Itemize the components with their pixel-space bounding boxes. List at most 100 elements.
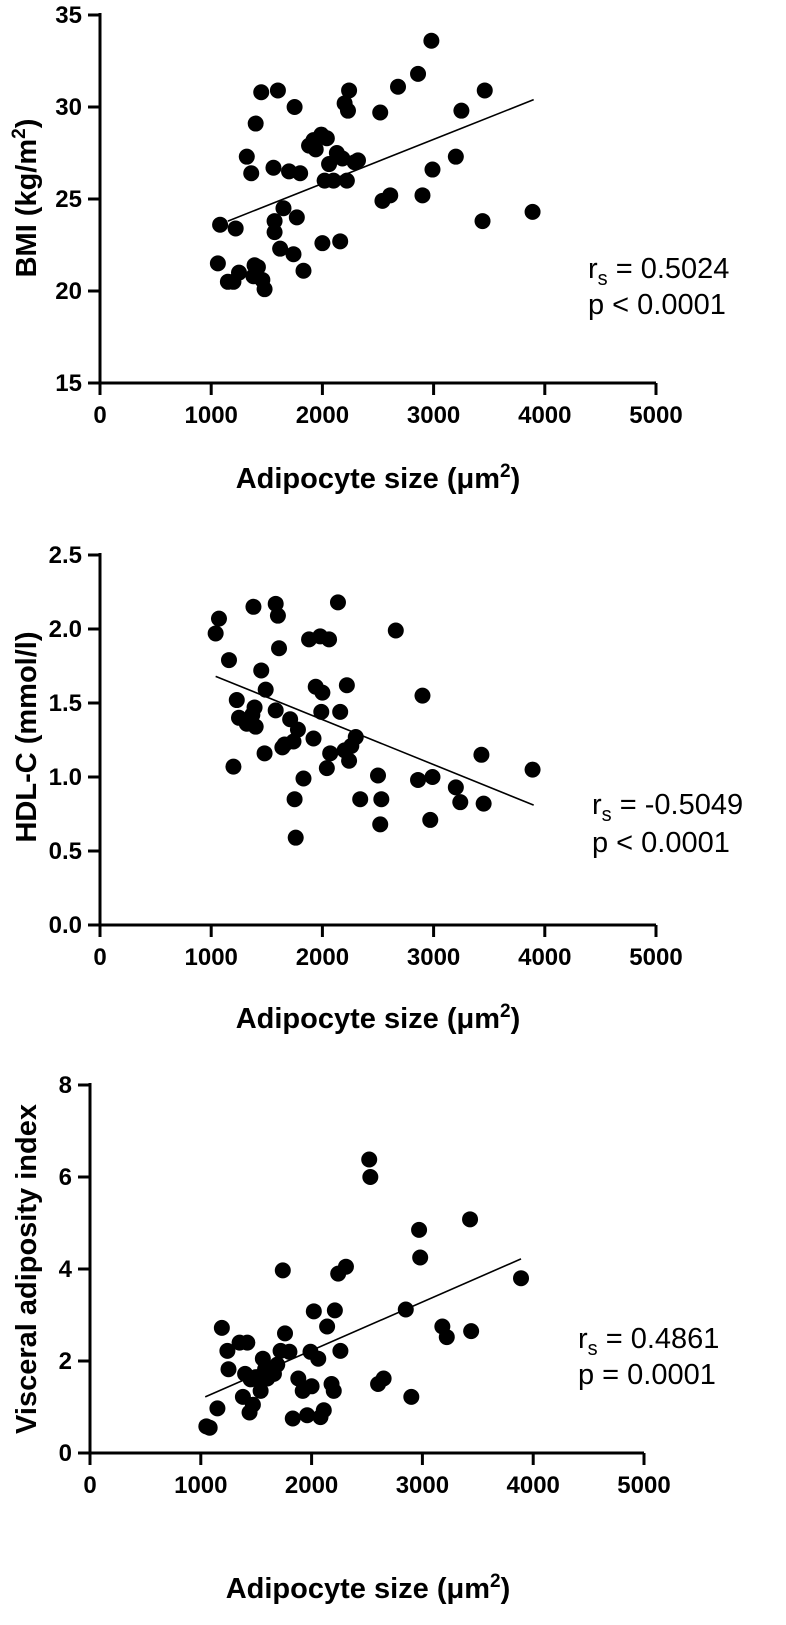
data-point [329,594,346,611]
x-tick-label: 2000 [296,944,349,971]
data-point [272,240,289,257]
data-point [303,1378,320,1395]
data-point [412,1249,429,1266]
regression-line [215,675,534,806]
data-point [253,662,270,679]
data-point [424,769,441,785]
x-tick-label: 3000 [396,1472,449,1499]
data-point [246,699,263,716]
y-axis: 0 2 4 6 8 [59,1072,92,1467]
y-tick-label: 2.5 [49,542,82,569]
data-point [288,209,305,226]
data-point [332,1342,349,1359]
y-tick-label: 15 [55,370,82,397]
data-point [462,1211,479,1228]
data-point [290,1370,307,1387]
data-point [286,99,303,115]
data-point [447,148,464,165]
y-tick-label: 2.0 [49,616,82,643]
panel-hdl-c: HDL-C (mmol/l) 0.0 0.5 1.0 1.5 2.0 2.5 0 1000 2… [11,542,743,1035]
data-point [289,721,306,738]
data-point [201,1419,218,1436]
data-point [266,224,283,241]
y-tick-label: 0.0 [49,912,82,939]
data-point [326,1302,343,1319]
data-point [271,640,288,657]
y-tick-label: 4 [59,1256,73,1283]
x-tick-label: 5000 [617,1472,670,1499]
data-point [227,220,244,237]
y-axis-title: Visceral adiposity index [11,1104,43,1434]
data-point [338,172,355,189]
data-point [341,752,358,769]
x-tick-label: 0 [83,1472,96,1499]
data-point [307,141,324,158]
data-point [474,213,491,230]
data-point [245,598,262,615]
data-point [209,1400,226,1417]
data-point [476,82,493,99]
data-point [295,770,312,787]
data-point [453,102,470,119]
data-point [239,1334,256,1351]
data-point [375,1370,392,1387]
data-points [198,1151,530,1436]
data-point [209,255,226,272]
y-tick-label: 8 [59,1072,72,1099]
data-point [414,187,431,204]
data-point [238,148,255,165]
data-point [411,1221,428,1238]
x-tick-label: 5000 [629,944,682,971]
x-axis-title: Adipocyte size (μm2) [226,1571,511,1605]
data-point [243,165,260,182]
data-point [269,607,286,624]
data-point [452,794,469,811]
p-value-label: p = 0.0001 [578,1359,716,1391]
data-point [473,746,490,763]
y-tick-label: 6 [59,1164,72,1191]
data-point [305,1303,322,1320]
data-point [382,187,399,204]
data-point [275,200,292,217]
x-tick-label: 1000 [185,944,238,971]
data-point [438,1329,455,1346]
data-point [256,745,273,762]
x-tick-label: 3000 [407,944,460,971]
data-point [207,625,224,642]
x-axis: 0 1000 2000 3000 4000 5000 [93,923,683,971]
y-axis-title: BMI (kg/m2) [9,119,43,278]
data-point [281,1343,298,1360]
data-point [321,631,338,648]
x-tick-label: 4000 [518,402,571,429]
data-point [313,703,330,720]
data-point [247,115,264,132]
spearman-r-label: rs = 0.5024 [588,253,729,290]
data-point [231,264,247,281]
data-point [349,152,366,169]
x-axis-title: Adipocyte size (μm2) [236,1001,521,1035]
data-point [305,730,322,747]
data-point [513,1270,530,1287]
y-axis: 0.0 0.5 1.0 1.5 2.0 2.5 [49,542,102,939]
data-point [424,161,441,178]
data-point [244,1396,261,1413]
data-point [337,1258,354,1275]
data-point [266,213,283,230]
y-tick-label: 20 [55,278,82,305]
x-tick-label: 5000 [629,402,682,429]
x-tick-label: 2000 [285,1472,338,1499]
x-axis: 0 1000 2000 3000 4000 5000 [93,381,683,429]
data-point [287,829,304,846]
data-point [314,235,331,252]
data-point [347,729,364,746]
x-tick-label: 0 [93,402,106,429]
data-point [274,1262,291,1279]
x-tick-label: 3000 [407,402,460,429]
data-point [249,259,266,276]
spearman-r-label: rs = 0.4861 [578,1323,719,1360]
data-point [352,791,369,808]
data-point [422,811,439,828]
data-point [373,791,390,808]
data-point [314,684,331,701]
data-point [267,702,284,719]
